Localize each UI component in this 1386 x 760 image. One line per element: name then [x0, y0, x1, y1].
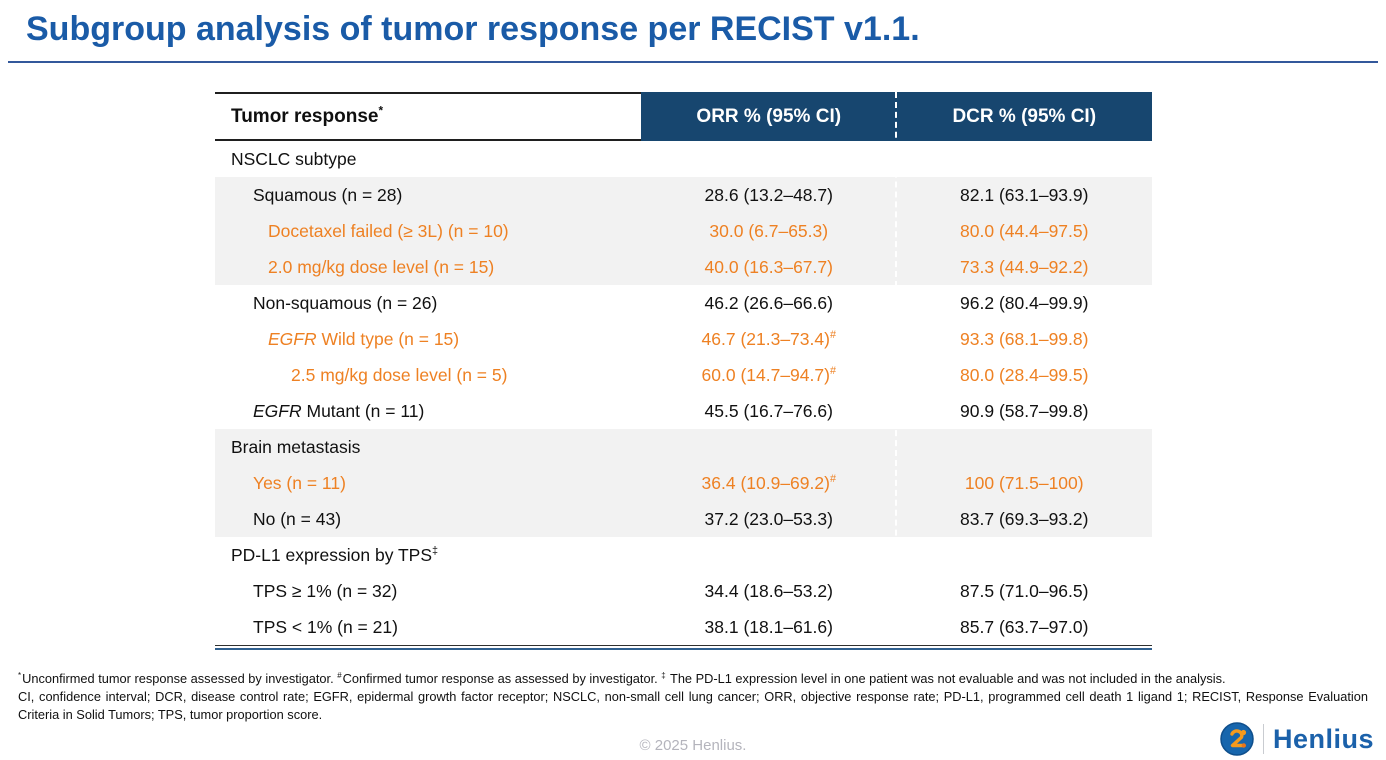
table-header-tumor-response: Tumor response*	[215, 92, 641, 141]
table-row: Squamous (n = 28) 28.6 (13.2–48.7) 82.1 …	[215, 177, 1152, 213]
row-orr-value: 45.5 (16.7–76.6)	[704, 400, 833, 421]
row-label: TPS < 1% (n = 21)	[253, 616, 398, 637]
row-label: No (n = 43)	[253, 508, 342, 529]
title-divider	[8, 61, 1378, 63]
row-dcr-value: 100 (71.5–100)	[964, 472, 1084, 493]
table-body: NSCLC subtype Squamous (n = 28) 28.6 (13…	[215, 141, 1152, 646]
copyright-text: © 2025 Henlius.	[639, 737, 747, 754]
logo-divider	[1262, 724, 1264, 754]
row-orr-value: 40.0 (16.3–67.7)	[704, 256, 833, 277]
table-row: Docetaxel failed (≥ 3L) (n = 10) 30.0 (6…	[215, 213, 1152, 249]
row-label: EGFR Wild type (n = 15)	[268, 328, 460, 349]
row-label: TPS ≥ 1% (n = 32)	[253, 580, 398, 601]
table-row: EGFR Wild type (n = 15) 46.7 (21.3–73.4)…	[215, 321, 1152, 357]
row-label: Docetaxel failed (≥ 3L) (n = 10)	[268, 220, 509, 241]
row-orr-value: 28.6 (13.2–48.7)	[704, 184, 833, 205]
row-dcr-value: 90.9 (58.7–99.8)	[960, 400, 1089, 421]
henlius-logo: Henlius	[1220, 722, 1374, 756]
row-orr-value: 34.4 (18.6–53.2)	[704, 580, 833, 601]
row-label: Non-squamous (n = 26)	[253, 292, 438, 313]
row-dcr-value: 80.0 (44.4–97.5)	[960, 220, 1089, 241]
footnote-abbreviations: CI, confidence interval; DCR, disease co…	[18, 689, 1368, 722]
row-dcr-value: 82.1 (63.1–93.9)	[960, 184, 1089, 205]
table-header-orr: ORR % (95% CI)	[641, 92, 897, 141]
row-orr-value: 36.4 (10.9–69.2)#	[701, 472, 836, 493]
table-row: 2.0 mg/kg dose level (n = 15) 40.0 (16.3…	[215, 249, 1152, 285]
row-label: 2.5 mg/kg dose level (n = 5)	[291, 364, 508, 385]
table-row: PD-L1 expression by TPS‡	[215, 537, 1152, 573]
table-row: 2.5 mg/kg dose level (n = 5) 60.0 (14.7–…	[215, 357, 1152, 393]
row-label: Yes (n = 11)	[253, 472, 346, 493]
table-row: NSCLC subtype	[215, 141, 1152, 177]
row-label: Brain metastasis	[231, 436, 361, 457]
row-orr-value: 38.1 (18.1–61.6)	[704, 616, 833, 637]
row-dcr-value: 87.5 (71.0–96.5)	[960, 580, 1089, 601]
table-header-dcr: DCR % (95% CI)	[896, 92, 1152, 141]
footnotes: *Unconfirmed tumor response assessed by …	[18, 670, 1368, 724]
tumor-response-table: Tumor response* ORR % (95% CI) DCR % (95…	[215, 92, 1152, 650]
henlius-logo-icon	[1220, 722, 1254, 756]
table-row: Brain metastasis	[215, 429, 1152, 465]
table-row: Non-squamous (n = 26) 46.2 (26.6–66.6) 9…	[215, 285, 1152, 321]
footnote-markers-line: *Unconfirmed tumor response assessed by …	[18, 670, 1226, 686]
table-row: TPS < 1% (n = 21) 38.1 (18.1–61.6) 85.7 …	[215, 609, 1152, 645]
row-orr-value: 60.0 (14.7–94.7)#	[701, 364, 836, 385]
row-label: NSCLC subtype	[231, 148, 357, 169]
row-orr-value: 37.2 (23.0–53.3)	[704, 508, 833, 529]
table-row: EGFR Mutant (n = 11) 45.5 (16.7–76.6) 90…	[215, 393, 1152, 429]
row-dcr-value: 83.7 (69.3–93.2)	[960, 508, 1089, 529]
row-dcr-value: 80.0 (28.4–99.5)	[960, 364, 1089, 385]
table-row: TPS ≥ 1% (n = 32) 34.4 (18.6–53.2) 87.5 …	[215, 573, 1152, 609]
row-label: 2.0 mg/kg dose level (n = 15)	[268, 256, 495, 277]
row-label: EGFR Mutant (n = 11)	[253, 400, 425, 421]
table-header-row: Tumor response* ORR % (95% CI) DCR % (95…	[215, 92, 1152, 141]
row-dcr-value: 85.7 (63.7–97.0)	[960, 616, 1089, 637]
row-orr-value: 46.2 (26.6–66.6)	[704, 292, 833, 313]
row-label: PD-L1 expression by TPS‡	[231, 544, 439, 565]
row-orr-value: 30.0 (6.7–65.3)	[709, 220, 829, 241]
table-bottom-rule	[215, 648, 1152, 650]
table-row: No (n = 43) 37.2 (23.0–53.3) 83.7 (69.3–…	[215, 501, 1152, 537]
row-label: Squamous (n = 28)	[253, 184, 403, 205]
table-row: Yes (n = 11) 36.4 (10.9–69.2)# 100 (71.5…	[215, 465, 1152, 501]
row-dcr-value: 93.3 (68.1–99.8)	[960, 328, 1089, 349]
logo-wordmark: Henlius	[1272, 723, 1374, 754]
row-orr-value: 46.7 (21.3–73.4)#	[701, 328, 836, 349]
row-dcr-value: 96.2 (80.4–99.9)	[960, 292, 1089, 313]
row-dcr-value: 73.3 (44.9–92.2)	[960, 256, 1089, 277]
page-title: Subgroup analysis of tumor response per …	[26, 10, 920, 48]
